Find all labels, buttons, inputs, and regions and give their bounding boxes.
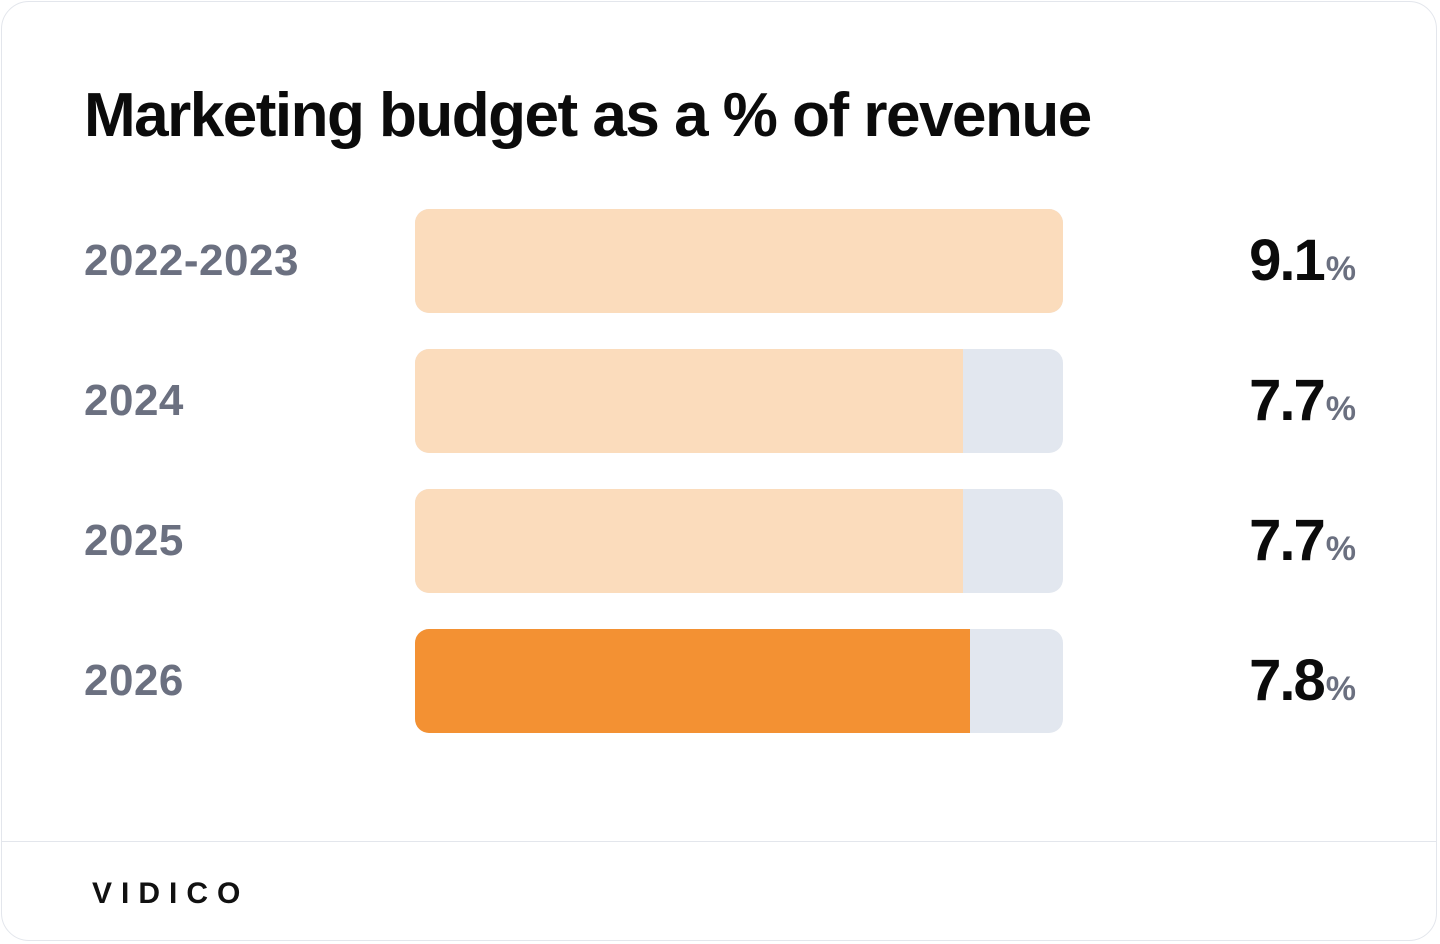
value-number: 9.1 <box>1249 228 1326 293</box>
value-number: 7.7 <box>1249 368 1326 433</box>
category-label: 2024 <box>84 376 184 425</box>
bar <box>415 349 963 453</box>
bar-track <box>415 209 1063 313</box>
bar <box>415 209 1063 313</box>
bar <box>415 629 970 733</box>
bar-track <box>415 489 1063 593</box>
bar-row: 2025 7.7% <box>2 489 1436 593</box>
category-label: 2026 <box>84 656 184 705</box>
chart-title: Marketing budget as a % of revenue <box>84 81 1092 150</box>
bar <box>415 489 963 593</box>
value-number: 7.7 <box>1249 508 1326 573</box>
value-label: 9.1% <box>1249 209 1356 313</box>
bar-row: 2022-2023 9.1% <box>2 209 1436 313</box>
value-unit: % <box>1325 250 1356 288</box>
brand-logo: VIDICO <box>92 877 250 910</box>
value-number: 7.8 <box>1249 648 1326 713</box>
bar-track <box>415 629 1063 733</box>
bar-row: 2024 7.7% <box>2 349 1436 453</box>
bar-track <box>415 349 1063 453</box>
value-unit: % <box>1325 670 1356 708</box>
bar-row: 2026 7.8% <box>2 629 1436 733</box>
value-unit: % <box>1325 530 1356 568</box>
value-unit: % <box>1325 390 1356 428</box>
value-label: 7.7% <box>1249 349 1356 453</box>
value-label: 7.8% <box>1249 629 1356 733</box>
category-label: 2022-2023 <box>84 236 299 285</box>
value-label: 7.7% <box>1249 489 1356 593</box>
footer-divider <box>2 841 1436 842</box>
category-label: 2025 <box>84 516 184 565</box>
